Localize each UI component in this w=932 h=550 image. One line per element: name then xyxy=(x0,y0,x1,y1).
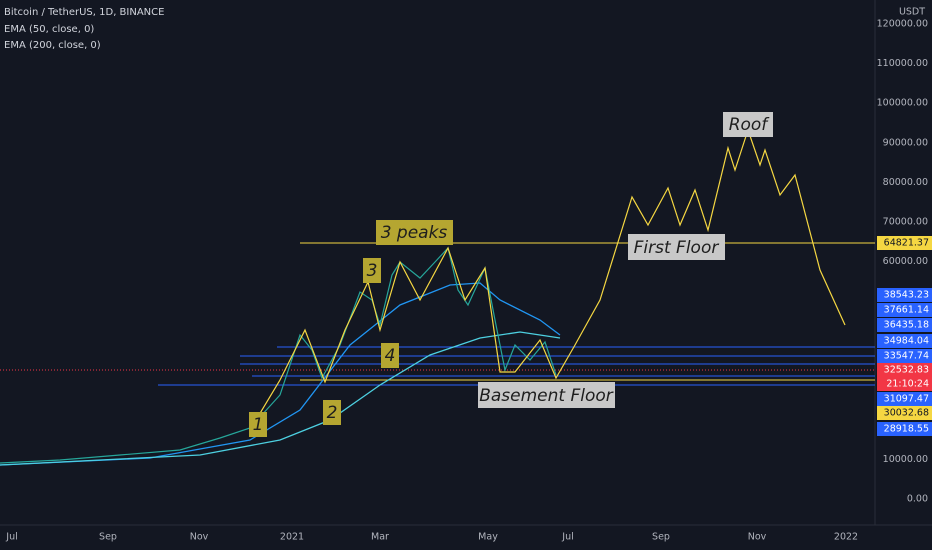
price-label: 10000.00 xyxy=(883,454,928,465)
annotation: 2 xyxy=(327,403,338,423)
price-tag: 36435.18 xyxy=(884,320,929,331)
annotation-box xyxy=(376,220,453,245)
annotation: 1 xyxy=(253,415,264,435)
price-label: 90000.00 xyxy=(883,137,928,148)
price-label: 80000.00 xyxy=(883,177,928,188)
price-tag: 64821.37 xyxy=(884,238,929,249)
price-label: 60000.00 xyxy=(883,256,928,267)
annotation: 4 xyxy=(385,346,396,366)
price-tag-bg xyxy=(877,406,932,420)
price-tag: 37661.14 xyxy=(884,305,929,316)
price-tag: 21:10:24 xyxy=(886,379,929,390)
time-label: Jul xyxy=(5,532,17,543)
annotation-box xyxy=(381,343,399,368)
price-tag: 28918.55 xyxy=(884,424,929,435)
symbol-title: Bitcoin / TetherUS, 1D, BINANCE xyxy=(4,7,164,18)
price-tag: 38543.23 xyxy=(884,290,929,301)
time-label: 2022 xyxy=(834,532,858,543)
time-label: Sep xyxy=(652,532,670,543)
price-label: 110000.00 xyxy=(877,58,928,69)
price-tag-bg xyxy=(877,236,932,250)
price-label: 120000.00 xyxy=(877,19,928,30)
price-label: 0.00 xyxy=(907,494,928,505)
time-label: Sep xyxy=(99,532,117,543)
price-label: 100000.00 xyxy=(877,98,928,109)
time-label: May xyxy=(478,532,498,543)
time-label: Mar xyxy=(371,532,389,543)
annotation: Basement Floor xyxy=(479,386,614,406)
annotation-box xyxy=(628,234,725,260)
annotation-box xyxy=(323,400,341,425)
ema-50 xyxy=(0,282,561,466)
price-tag-bg xyxy=(877,377,932,391)
price-tag: 31097.47 xyxy=(884,394,929,405)
annotation: 3 peaks xyxy=(381,223,448,243)
price-axis-bg xyxy=(875,0,932,550)
price-series xyxy=(0,246,557,464)
price-tag: 33547.74 xyxy=(884,351,929,362)
price-label: 70000.00 xyxy=(883,216,928,227)
price-tag: 34984.04 xyxy=(884,336,929,347)
time-label: 2021 xyxy=(280,532,304,543)
price-tag-bg xyxy=(877,303,932,317)
annotation: 3 xyxy=(367,261,378,281)
time-label: Jul xyxy=(561,532,573,543)
price-tag-bg xyxy=(877,363,932,377)
ema-200 xyxy=(0,331,561,466)
indicator-label: EMA (200, close, 0) xyxy=(4,40,101,51)
price-tag-bg xyxy=(877,349,932,363)
annotation: First Floor xyxy=(634,238,720,258)
annotation-box xyxy=(363,258,381,283)
annotation-box xyxy=(249,412,267,437)
indicator-label: EMA (50, close, 0) xyxy=(4,24,94,35)
annotation: Roof xyxy=(729,115,771,135)
price-tag-bg xyxy=(877,392,932,406)
time-label: Nov xyxy=(748,532,767,543)
price-tag-bg xyxy=(877,422,932,436)
price-tag-bg xyxy=(877,318,932,332)
drawn-path xyxy=(249,128,846,431)
price-tag-bg xyxy=(877,288,932,302)
annotation-box xyxy=(478,382,615,408)
price-tag-bg xyxy=(877,334,932,348)
price-tag: 30032.68 xyxy=(884,408,929,419)
annotation-box xyxy=(723,112,773,137)
annotations: 3 peaks First Floor Roof Basement Floor … xyxy=(249,112,773,437)
horizontal-lines xyxy=(0,242,875,386)
price-tag: 32532.83 xyxy=(884,365,929,376)
currency-label: USDT xyxy=(899,7,925,18)
time-label: Nov xyxy=(190,532,209,543)
